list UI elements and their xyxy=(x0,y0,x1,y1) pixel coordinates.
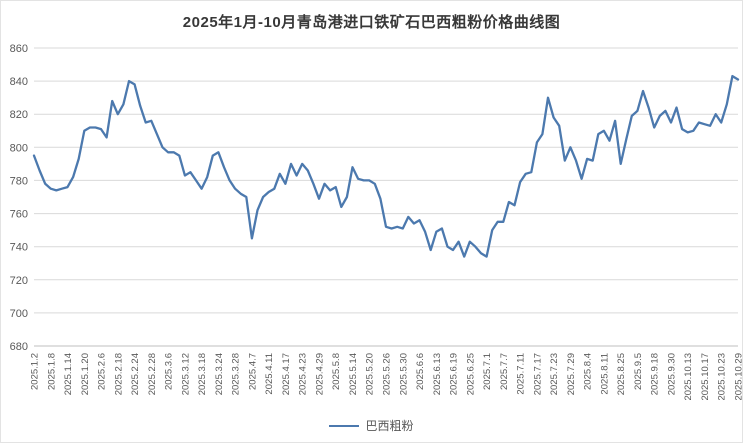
chart-legend: 巴西粗粉 xyxy=(1,417,742,434)
x-axis-tick-label: 2025.2.18 xyxy=(113,353,124,395)
legend-line-icon xyxy=(329,424,360,427)
y-axis-tick-label: 700 xyxy=(10,308,28,320)
x-axis-tick-label: 2025.7.29 xyxy=(566,353,577,395)
x-axis-tick-label: 2025.7.7 xyxy=(499,353,510,390)
x-axis-tick-label: 2025.10.13 xyxy=(683,353,694,401)
y-axis-tick-label: 760 xyxy=(10,209,28,221)
x-axis-tick-label: 2025.4.17 xyxy=(281,353,292,395)
y-axis-tick-label: 860 xyxy=(10,43,28,55)
x-axis-tick-label: 2025.3.28 xyxy=(231,353,242,395)
x-axis-tick-label: 2025.1.2 xyxy=(30,353,41,390)
x-axis-tick-label: 2025.4.29 xyxy=(315,353,326,395)
x-axis-tick-label: 2025.5.14 xyxy=(348,353,359,395)
x-axis-tick-label: 2025.1.8 xyxy=(46,353,57,390)
x-axis-tick-label: 2025.3.12 xyxy=(180,353,191,395)
x-axis-tick-label: 2025.9.5 xyxy=(633,353,644,390)
x-axis-tick-label: 2025.1.20 xyxy=(80,353,91,395)
x-axis-tick-label: 2025.5.20 xyxy=(365,353,376,395)
x-axis-tick-label: 2025.3.6 xyxy=(164,353,175,390)
x-axis-tick-label: 2025.8.11 xyxy=(599,353,610,395)
x-axis-tick-label: 2025.3.24 xyxy=(214,353,225,395)
y-axis-tick-label: 780 xyxy=(10,175,28,187)
x-axis-tick-label: 2025.1.14 xyxy=(63,353,74,395)
y-axis-tick-label: 840 xyxy=(10,76,28,88)
x-axis-tick-label: 2025.3.18 xyxy=(197,353,208,395)
x-axis-tick-label: 2025.6.25 xyxy=(465,353,476,395)
x-axis-tick-label: 2025.10.17 xyxy=(700,353,711,401)
x-axis-tick-label: 2025.6.6 xyxy=(415,353,426,390)
price-series-line xyxy=(32,74,740,258)
x-axis-tick-label: 2025.7.11 xyxy=(516,353,527,395)
y-axis-tick-label: 740 xyxy=(10,242,28,254)
legend-series-label: 巴西粗粉 xyxy=(365,419,414,433)
x-axis-tick-label: 2025.9.30 xyxy=(667,353,678,395)
x-axis-tick-label: 2025.6.19 xyxy=(449,353,460,395)
y-axis-tick-label: 800 xyxy=(10,142,28,154)
x-axis-tick-label: 2025.7.1 xyxy=(482,353,493,390)
y-axis-tick-label: 720 xyxy=(10,275,28,287)
x-axis-tick-label: 2025.2.24 xyxy=(130,353,141,395)
x-axis-tick-label: 2025.7.23 xyxy=(549,353,560,395)
y-axis-tick-label: 820 xyxy=(10,109,28,121)
y-axis-tick-label: 680 xyxy=(10,341,28,353)
x-axis-tick-label: 2025.10.29 xyxy=(734,353,743,401)
x-axis-tick-label: 2025.5.30 xyxy=(398,353,409,395)
x-axis-tick-label: 2025.10.23 xyxy=(717,353,728,401)
x-axis-tick-label: 2025.8.25 xyxy=(616,353,627,395)
x-axis-tick-label: 2025.8.4 xyxy=(583,353,594,390)
x-axis-tick-label: 2025.9.18 xyxy=(650,353,661,395)
x-axis-tick-label: 2025.6.13 xyxy=(432,353,443,395)
x-axis-tick-label: 2025.5.8 xyxy=(331,353,342,390)
x-axis-tick-label: 2025.5.26 xyxy=(382,353,393,395)
x-axis-tick-label: 2025.7.17 xyxy=(532,353,543,395)
x-axis-tick-label: 2025.4.7 xyxy=(247,353,258,390)
x-axis-tick-label: 2025.2.28 xyxy=(147,353,158,395)
x-axis-tick-label: 2025.4.23 xyxy=(298,353,309,395)
x-axis-tick-label: 2025.4.11 xyxy=(264,353,275,395)
chart-title: 2025年1月-10月青岛港进口铁矿石巴西粗粉价格曲线图 xyxy=(182,14,561,31)
x-axis-tick-label: 2025.2.6 xyxy=(97,353,108,390)
